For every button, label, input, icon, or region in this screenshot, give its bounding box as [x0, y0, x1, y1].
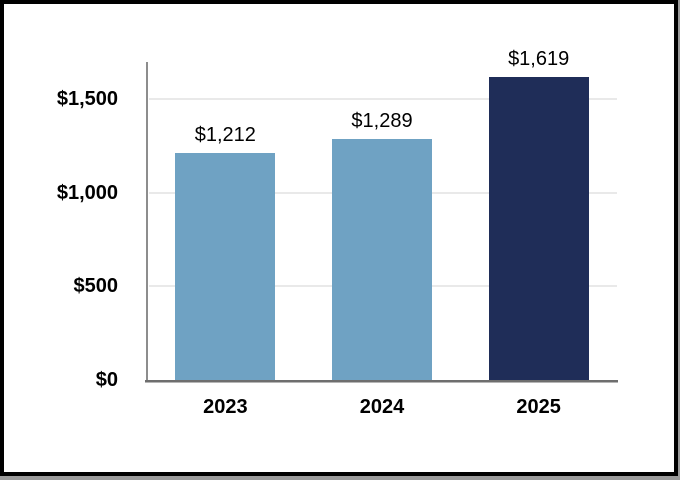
- gridline-1500: [149, 98, 617, 101]
- x-tick-label-2025: 2025: [516, 396, 561, 418]
- data-label-2024: $1,289: [351, 109, 413, 132]
- data-label-2023: $1,212: [194, 124, 256, 147]
- bar-2024: [332, 138, 432, 380]
- x-tick-label-2023: 2023: [203, 396, 248, 418]
- y-tick-label-0: $0: [95, 369, 118, 391]
- bar-2025: [488, 77, 589, 380]
- y-tick-label-1500: $1,500: [56, 88, 118, 111]
- data-label-2025: $1,619: [508, 48, 570, 71]
- y-axis-line: [146, 62, 148, 381]
- y-tick-label-1000: $1,000: [56, 181, 118, 204]
- y-tick-label-500: $500: [73, 275, 119, 298]
- x-tick-label-2024: 2024: [359, 396, 405, 418]
- x-axis-line: [145, 380, 618, 383]
- bar-2023: [175, 153, 276, 380]
